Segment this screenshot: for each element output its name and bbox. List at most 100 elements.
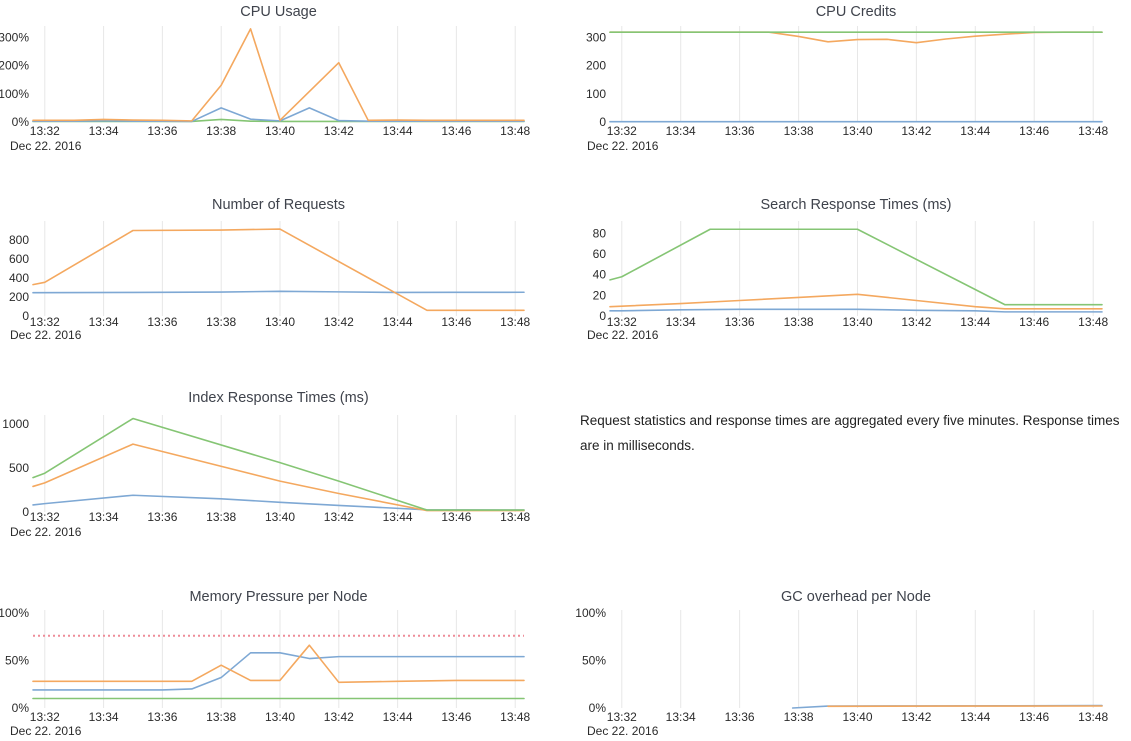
date-label: Dec 22. 2016	[587, 139, 659, 153]
gc-overhead-per-node-chart: GC overhead per Node 0% 50% 100% 13:32 13:34 1…	[565, 580, 1131, 741]
x-tick-label: 13:34	[666, 124, 696, 138]
number-of-requests-chart: Number of Requests 0 200 400 600 800 13:32 13:3…	[0, 185, 565, 350]
y-tick-label: 0%	[12, 701, 30, 715]
memory-pressure-per-node-plot: Memory Pressure per Node 0% 50% 100% 13:32 13…	[0, 589, 531, 738]
x-tick-label: 13:32	[607, 710, 637, 724]
aggregation-note: Request statistics and response times ar…	[580, 413, 1120, 453]
y-tick-label: 20	[593, 288, 607, 302]
x-tick-label: 13:32	[30, 315, 60, 329]
y-tick-label: 300%	[0, 30, 29, 44]
x-tick-label: 13:48	[500, 124, 530, 138]
y-tick-label: 80	[593, 226, 607, 240]
gc-overhead-per-node-plot: GC overhead per Node 0% 50% 100% 13:32 13:34 1…	[575, 589, 1108, 738]
memory-pressure-per-node-chart: Memory Pressure per Node 0% 50% 100% 13:32 13…	[0, 580, 565, 741]
y-tick-label: 0	[22, 505, 29, 519]
y-tick-label: 0%	[589, 701, 607, 715]
x-tick-label: 13:42	[324, 710, 354, 724]
x-tick-label: 13:32	[30, 510, 60, 524]
y-tick-label: 60	[593, 247, 607, 261]
x-tick-label: 13:36	[725, 710, 755, 724]
x-tick-label: 13:38	[206, 510, 236, 524]
chart-title: Search Response Times (ms)	[761, 197, 952, 213]
x-tick-label: 13:46	[441, 124, 471, 138]
x-tick-label: 13:34	[89, 510, 119, 524]
x-tick-label: 13:48	[500, 510, 530, 524]
y-tick-label: 200	[9, 290, 29, 304]
chart-title: Number of Requests	[212, 197, 345, 213]
x-tick-label: 13:32	[30, 124, 60, 138]
search-response-times-series-blue	[609, 308, 1103, 313]
y-tick-label: 1000	[2, 417, 29, 431]
y-tick-label: 200%	[0, 59, 29, 73]
x-tick-label: 13:42	[901, 315, 931, 329]
y-tick-label: 300	[586, 30, 606, 44]
chart-title: Index Response Times (ms)	[188, 390, 369, 406]
x-tick-label: 13:42	[324, 315, 354, 329]
search-response-times-chart: Search Response Times (ms) 0 20 40 60 80 13:32…	[565, 185, 1131, 350]
x-tick-label: 13:44	[383, 315, 413, 329]
index-response-times-series-blue	[32, 494, 525, 511]
x-tick-label: 13:46	[1019, 710, 1049, 724]
y-tick-label: 100%	[0, 87, 29, 101]
x-tick-label: 13:36	[147, 315, 177, 329]
x-tick-label: 13:44	[383, 510, 413, 524]
x-tick-label: 13:42	[324, 510, 354, 524]
date-label: Dec 22. 2016	[587, 328, 659, 342]
y-tick-label: 100%	[0, 606, 29, 620]
y-tick-label: 200	[586, 59, 606, 73]
date-label: Dec 22. 2016	[587, 724, 659, 738]
x-tick-label: 13:46	[1019, 124, 1049, 138]
y-tick-label: 0	[599, 115, 606, 129]
x-tick-label: 13:38	[206, 710, 236, 724]
search-response-times-series-orange	[609, 293, 1103, 310]
y-tick-label: 100%	[575, 606, 606, 620]
chart-title: Memory Pressure per Node	[189, 589, 367, 605]
memory-pressure-per-node-series-orange	[32, 644, 525, 684]
x-tick-label: 13:40	[265, 315, 295, 329]
cpu-usage-series-blue	[32, 107, 525, 123]
x-tick-label: 13:34	[89, 124, 119, 138]
x-tick-label: 13:40	[265, 510, 295, 524]
x-tick-label: 13:48	[500, 710, 530, 724]
x-tick-label: 13:34	[666, 315, 696, 329]
cpu-credits-plot: CPU Credits 0 100 200 300 13:32 13:34 13:36 13:3…	[586, 4, 1109, 153]
x-tick-label: 13:34	[89, 315, 119, 329]
x-tick-label: 13:42	[901, 124, 931, 138]
x-tick-label: 13:44	[383, 710, 413, 724]
x-tick-label: 13:36	[147, 510, 177, 524]
x-tick-label: 13:40	[265, 124, 295, 138]
x-tick-label: 13:44	[960, 315, 990, 329]
cpu-usage-plot: CPU Usage 0% 100% 200% 300% 13:32 13:34 13:36 13…	[0, 4, 531, 153]
x-tick-label: 13:44	[960, 124, 990, 138]
cpu-usage-series-orange	[32, 28, 525, 122]
x-tick-label: 13:32	[607, 124, 637, 138]
chart-title: CPU Credits	[816, 4, 897, 20]
x-tick-label: 13:46	[441, 510, 471, 524]
x-tick-label: 13:36	[147, 710, 177, 724]
y-tick-label: 50%	[5, 653, 29, 667]
y-tick-label: 400	[9, 271, 29, 285]
y-tick-label: 600	[9, 252, 29, 266]
number-of-requests-series-blue	[32, 290, 525, 294]
x-tick-label: 13:40	[842, 710, 872, 724]
x-tick-label: 13:40	[842, 315, 872, 329]
number-of-requests-plot: Number of Requests 0 200 400 600 800 13:32 13:3…	[9, 197, 531, 342]
cpu-credits-series-orange	[609, 31, 1103, 44]
cpu-credits-chart: CPU Credits 0 100 200 300 13:32 13:34 13:36 13:3…	[565, 0, 1131, 160]
x-tick-label: 13:38	[206, 124, 236, 138]
y-tick-label: 0	[22, 309, 29, 323]
x-tick-label: 13:32	[607, 315, 637, 329]
x-tick-label: 13:34	[89, 710, 119, 724]
x-tick-label: 13:48	[1078, 124, 1108, 138]
x-tick-label: 13:46	[441, 315, 471, 329]
cpu-usage-chart: CPU Usage 0% 100% 200% 300% 13:32 13:34 13:36 13…	[0, 0, 565, 160]
chart-title: GC overhead per Node	[781, 589, 931, 605]
x-tick-label: 13:38	[784, 315, 814, 329]
x-tick-label: 13:48	[500, 315, 530, 329]
index-response-times-series-orange	[32, 443, 525, 512]
x-tick-label: 13:46	[441, 710, 471, 724]
y-tick-label: 0	[599, 309, 606, 323]
y-tick-label: 50%	[582, 653, 606, 667]
x-tick-label: 13:38	[784, 124, 814, 138]
x-tick-label: 13:48	[1078, 710, 1108, 724]
